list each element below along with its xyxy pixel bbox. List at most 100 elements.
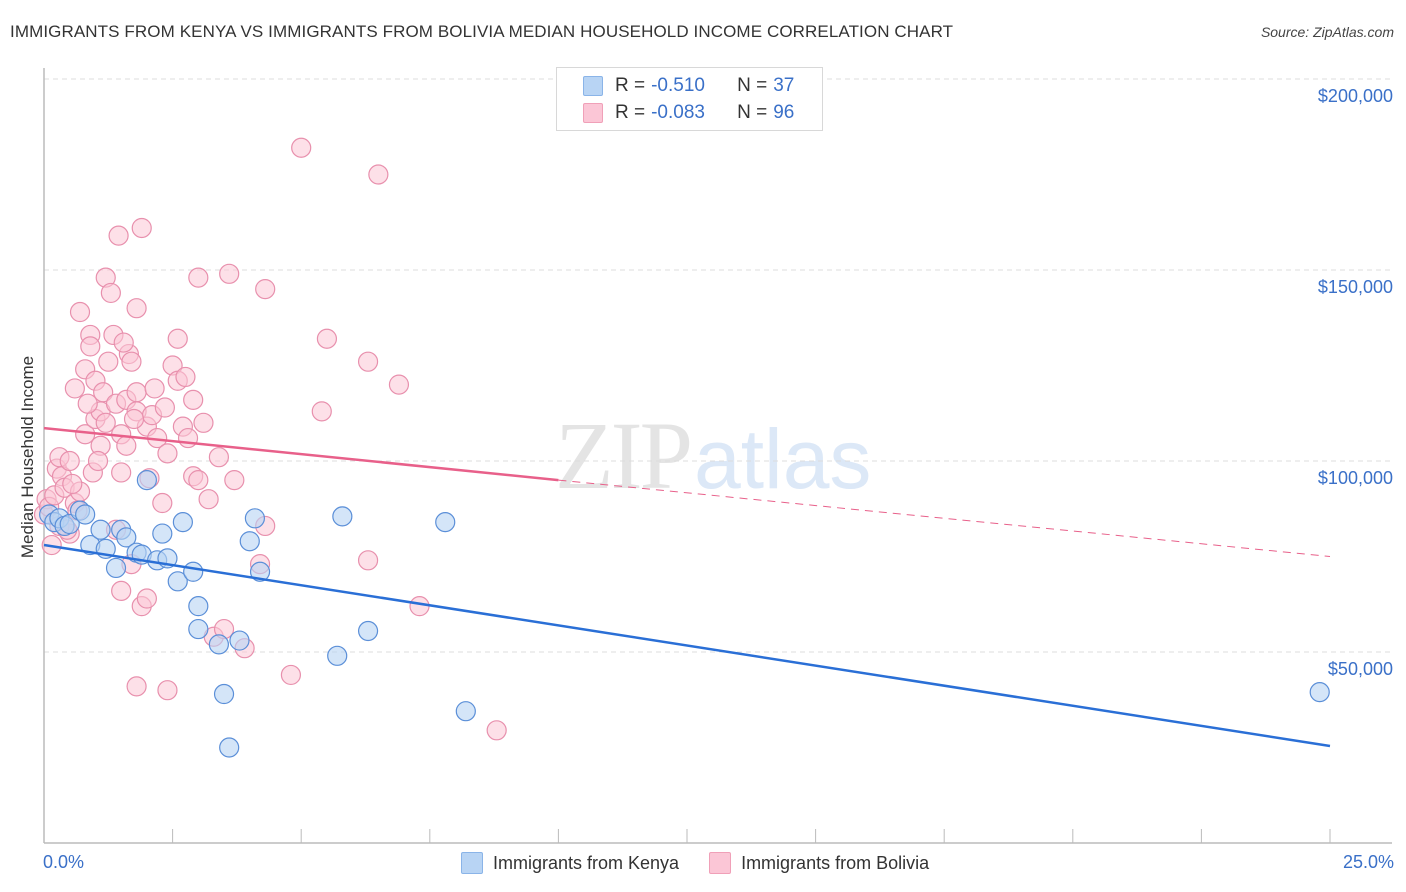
bolivia-data-point <box>224 470 245 491</box>
trend-lines <box>43 426 1331 748</box>
bolivia-data-point <box>111 580 132 601</box>
bolivia-data-point <box>136 588 157 609</box>
legend-item-kenya[interactable]: Immigrants from Kenya <box>461 852 679 874</box>
bolivia-data-point <box>193 412 214 433</box>
bolivia-legend-icon <box>709 852 732 874</box>
bolivia-data-point <box>198 489 219 510</box>
bolivia-data-point <box>167 328 188 349</box>
bolivia-data-point <box>368 164 389 185</box>
bolivia-data-point <box>175 366 196 388</box>
bolivia-data-point <box>95 412 116 433</box>
kenya-data-point <box>152 523 173 544</box>
kenya-trend-line <box>43 543 1331 748</box>
y-tick-100000: $100,000 <box>1317 468 1393 488</box>
kenya-data-point <box>327 645 348 666</box>
y-axis-label: Median Household Income <box>18 355 37 559</box>
legend-row-bolivia: R = -0.083 N = 96 <box>583 100 794 126</box>
bolivia-data-point <box>280 664 302 686</box>
kenya-data-point <box>188 618 209 640</box>
bolivia-data-point <box>77 393 98 414</box>
kenya-data-point <box>188 596 209 617</box>
kenya-data-point <box>239 531 260 552</box>
kenya-data-point <box>455 701 476 722</box>
bolivia-data-point <box>126 298 147 319</box>
kenya-data-point <box>219 737 240 758</box>
kenya-data-point <box>105 557 127 579</box>
y-tick-150000: $150,000 <box>1317 277 1393 297</box>
bolivia-data-point <box>208 447 229 468</box>
bolivia-data-point <box>177 427 199 449</box>
kenya-data-point <box>229 630 250 651</box>
bolivia-swatch-icon <box>583 103 603 123</box>
kenya-data-point <box>116 527 137 548</box>
source-credit: Source: ZipAtlas.com <box>1260 24 1394 40</box>
bolivia-n-value: 96 <box>773 102 795 123</box>
bolivia-data-point <box>357 550 379 571</box>
bolivia-data-point <box>291 137 312 158</box>
y-tick-200000: $200,000 <box>1317 86 1393 106</box>
chart-title: IMMIGRANTS FROM KENYA VS IMMIGRANTS FROM… <box>10 22 954 41</box>
bolivia-data-point <box>144 378 165 399</box>
kenya-data-point <box>59 513 80 535</box>
kenya-data-point <box>332 506 353 527</box>
kenya-data-point <box>136 470 157 491</box>
bolivia-data-point <box>157 443 178 464</box>
kenya-legend-icon <box>461 852 483 874</box>
bolivia-data-point <box>93 382 114 403</box>
gridlines <box>44 78 1392 653</box>
axes <box>43 68 1392 844</box>
correlation-legend: R = -0.510 N = 37 R = -0.083 N = 96 <box>556 67 823 131</box>
kenya-data-point <box>208 634 229 655</box>
bolivia-data-point <box>98 351 119 372</box>
kenya-data-point <box>172 512 193 533</box>
x-tick-max: 25.0% <box>1342 852 1394 872</box>
kenya-data-point <box>75 504 96 525</box>
bolivia-data-point <box>255 279 276 300</box>
bolivia-data-point <box>80 336 101 357</box>
bolivia-data-point <box>157 680 178 701</box>
bolivia-data-point <box>64 378 85 399</box>
legend-row-kenya: R = -0.510 N = 37 <box>583 73 794 99</box>
y-tick-50000: $50,000 <box>1327 659 1393 679</box>
bolivia-data-point <box>111 462 132 483</box>
kenya-swatch-icon <box>583 76 603 96</box>
bolivia-data-point <box>188 470 209 491</box>
bolivia-data-point <box>154 397 175 418</box>
bolivia-data-point <box>183 389 204 410</box>
bolivia-data-point <box>113 332 134 353</box>
bolivia-data-point <box>126 382 147 403</box>
kenya-data-point <box>183 561 204 582</box>
kenya-points <box>39 470 1330 758</box>
bolivia-r-value: -0.083 <box>651 102 705 123</box>
kenya-n-value: 37 <box>773 75 795 96</box>
series-legend: Immigrants from Kenya Immigrants from Bo… <box>461 852 959 874</box>
bolivia-data-point <box>188 267 209 288</box>
kenya-data-point <box>167 571 188 592</box>
bolivia-data-point <box>100 282 121 304</box>
bolivia-data-point <box>59 450 80 472</box>
bolivia-data-point <box>219 263 240 284</box>
kenya-data-point <box>435 512 456 533</box>
bolivia-data-point <box>388 374 410 395</box>
bolivia-data-point <box>311 401 332 422</box>
kenya-data-point <box>213 683 235 705</box>
bolivia-data-point <box>409 596 430 617</box>
bolivia-data-point <box>87 450 109 472</box>
bolivia-data-point <box>152 492 173 514</box>
x-tick-min: 0.0% <box>43 852 85 872</box>
bolivia-trend-line <box>43 426 559 482</box>
kenya-data-point <box>244 508 266 529</box>
bolivia-points <box>33 137 507 741</box>
kenya-data-point <box>357 620 379 642</box>
bolivia-data-point <box>62 473 83 495</box>
bolivia-data-point <box>123 408 145 430</box>
bolivia-data-point <box>126 676 147 697</box>
kenya-data-point <box>1309 682 1330 703</box>
bolivia-trend-extension <box>558 479 1331 557</box>
bolivia-data-point <box>108 225 129 246</box>
legend-item-bolivia[interactable]: Immigrants from Bolivia <box>709 852 929 874</box>
kenya-data-point <box>249 561 271 582</box>
kenya-r-value: -0.510 <box>651 75 705 96</box>
bolivia-data-point <box>131 217 152 239</box>
